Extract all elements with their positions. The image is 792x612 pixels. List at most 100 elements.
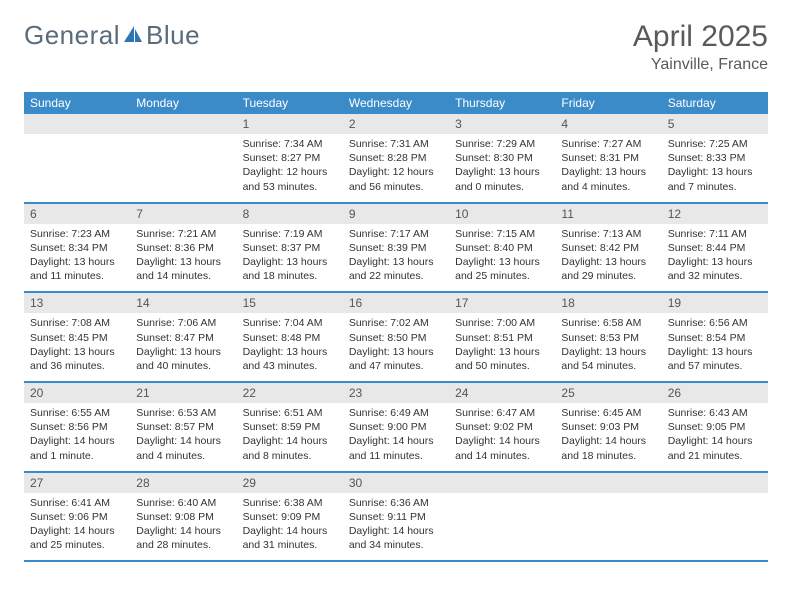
sunrise-text: Sunrise: 6:38 AM (243, 496, 337, 510)
day-body: Sunrise: 7:13 AMSunset: 8:42 PMDaylight:… (555, 224, 661, 292)
day-body: Sunrise: 6:55 AMSunset: 8:56 PMDaylight:… (24, 403, 130, 471)
sunrise-text: Sunrise: 6:43 AM (668, 406, 762, 420)
day-body: Sunrise: 7:23 AMSunset: 8:34 PMDaylight:… (24, 224, 130, 292)
sunrise-text: Sunrise: 7:19 AM (243, 227, 337, 241)
sunset-text: Sunset: 8:27 PM (243, 151, 337, 165)
day-cell: 26Sunrise: 6:43 AMSunset: 9:05 PMDayligh… (662, 382, 768, 472)
daylight-text: Daylight: 14 hours and 14 minutes. (455, 434, 549, 462)
sunset-text: Sunset: 8:50 PM (349, 331, 443, 345)
day-body: Sunrise: 7:31 AMSunset: 8:28 PMDaylight:… (343, 134, 449, 202)
day-body: Sunrise: 7:19 AMSunset: 8:37 PMDaylight:… (237, 224, 343, 292)
day-body: Sunrise: 7:02 AMSunset: 8:50 PMDaylight:… (343, 313, 449, 381)
sunrise-text: Sunrise: 7:29 AM (455, 137, 549, 151)
day-cell: 18Sunrise: 6:58 AMSunset: 8:53 PMDayligh… (555, 292, 661, 382)
day-number: 6 (24, 204, 130, 224)
sunrise-text: Sunrise: 7:11 AM (668, 227, 762, 241)
sunset-text: Sunset: 8:40 PM (455, 241, 549, 255)
sunrise-text: Sunrise: 7:27 AM (561, 137, 655, 151)
sunrise-text: Sunrise: 7:31 AM (349, 137, 443, 151)
day-body: Sunrise: 7:21 AMSunset: 8:36 PMDaylight:… (130, 224, 236, 292)
sunrise-text: Sunrise: 6:45 AM (561, 406, 655, 420)
day-number: 28 (130, 473, 236, 493)
daylight-text: Daylight: 14 hours and 11 minutes. (349, 434, 443, 462)
day-number: 13 (24, 293, 130, 313)
daylight-text: Daylight: 14 hours and 25 minutes. (30, 524, 124, 552)
day-number (555, 473, 661, 493)
day-cell (662, 472, 768, 562)
day-number (24, 114, 130, 134)
sunrise-text: Sunrise: 7:17 AM (349, 227, 443, 241)
day-body: Sunrise: 7:27 AMSunset: 8:31 PMDaylight:… (555, 134, 661, 202)
day-number: 23 (343, 383, 449, 403)
week-row: 6Sunrise: 7:23 AMSunset: 8:34 PMDaylight… (24, 203, 768, 293)
day-cell: 9 Sunrise: 7:17 AMSunset: 8:39 PMDaylight… (343, 203, 449, 293)
week-row: 27Sunrise: 6:41 AMSunset: 9:06 PMDayligh… (24, 472, 768, 562)
day-body: Sunrise: 7:04 AMSunset: 8:48 PMDaylight:… (237, 313, 343, 381)
day-cell: 27Sunrise: 6:41 AMSunset: 9:06 PMDayligh… (24, 472, 130, 562)
day-number: 25 (555, 383, 661, 403)
day-cell: 28Sunrise: 6:40 AMSunset: 9:08 PMDayligh… (130, 472, 236, 562)
day-body: Sunrise: 6:45 AMSunset: 9:03 PMDaylight:… (555, 403, 661, 471)
day-body: Sunrise: 6:53 AMSunset: 8:57 PMDaylight:… (130, 403, 236, 471)
sunset-text: Sunset: 8:31 PM (561, 151, 655, 165)
sunset-text: Sunset: 9:06 PM (30, 510, 124, 524)
sunrise-text: Sunrise: 7:25 AM (668, 137, 762, 151)
day-cell: 3Sunrise: 7:29 AMSunset: 8:30 PMDaylight… (449, 114, 555, 203)
sunrise-text: Sunrise: 7:00 AM (455, 316, 549, 330)
day-number: 8 (237, 204, 343, 224)
daylight-text: Daylight: 13 hours and 40 minutes. (136, 345, 230, 373)
daylight-text: Daylight: 14 hours and 1 minute. (30, 434, 124, 462)
daylight-text: Daylight: 13 hours and 36 minutes. (30, 345, 124, 373)
daylight-text: Daylight: 13 hours and 0 minutes. (455, 165, 549, 193)
day-number: 11 (555, 204, 661, 224)
day-body: Sunrise: 6:36 AMSunset: 9:11 PMDaylight:… (343, 493, 449, 561)
day-cell: 19Sunrise: 6:56 AMSunset: 8:54 PMDayligh… (662, 292, 768, 382)
day-number: 9 (343, 204, 449, 224)
daylight-text: Daylight: 13 hours and 22 minutes. (349, 255, 443, 283)
day-body: Sunrise: 7:08 AMSunset: 8:45 PMDaylight:… (24, 313, 130, 381)
daylight-text: Daylight: 14 hours and 31 minutes. (243, 524, 337, 552)
day-cell: 8Sunrise: 7:19 AMSunset: 8:37 PMDaylight… (237, 203, 343, 293)
day-cell: 1Sunrise: 7:34 AMSunset: 8:27 PMDaylight… (237, 114, 343, 203)
day-cell: 14Sunrise: 7:06 AMSunset: 8:47 PMDayligh… (130, 292, 236, 382)
sunrise-text: Sunrise: 6:36 AM (349, 496, 443, 510)
page-header: General Blue April 2025 Yainville, Franc… (24, 20, 768, 74)
day-cell: 21Sunrise: 6:53 AMSunset: 8:57 PMDayligh… (130, 382, 236, 472)
day-cell: 22Sunrise: 6:51 AMSunset: 8:59 PMDayligh… (237, 382, 343, 472)
day-cell (555, 472, 661, 562)
dayname-sat: Saturday (662, 92, 768, 114)
day-number: 24 (449, 383, 555, 403)
sunrise-text: Sunrise: 7:15 AM (455, 227, 549, 241)
day-body (130, 134, 236, 192)
day-body: Sunrise: 7:00 AMSunset: 8:51 PMDaylight:… (449, 313, 555, 381)
day-cell: 5Sunrise: 7:25 AMSunset: 8:33 PMDaylight… (662, 114, 768, 203)
sunset-text: Sunset: 8:39 PM (349, 241, 443, 255)
day-number (662, 473, 768, 493)
daylight-text: Daylight: 14 hours and 8 minutes. (243, 434, 337, 462)
day-number: 15 (237, 293, 343, 313)
day-header-row: Sunday Monday Tuesday Wednesday Thursday… (24, 92, 768, 114)
sail-icon (122, 20, 144, 51)
day-cell: 17Sunrise: 7:00 AMSunset: 8:51 PMDayligh… (449, 292, 555, 382)
day-cell: 12Sunrise: 7:11 AMSunset: 8:44 PMDayligh… (662, 203, 768, 293)
day-number: 21 (130, 383, 236, 403)
day-body: Sunrise: 6:41 AMSunset: 9:06 PMDaylight:… (24, 493, 130, 561)
day-number: 22 (237, 383, 343, 403)
daylight-text: Daylight: 13 hours and 7 minutes. (668, 165, 762, 193)
day-body: Sunrise: 7:06 AMSunset: 8:47 PMDaylight:… (130, 313, 236, 381)
daylight-text: Daylight: 13 hours and 29 minutes. (561, 255, 655, 283)
dayname-tue: Tuesday (237, 92, 343, 114)
dayname-wed: Wednesday (343, 92, 449, 114)
day-body: Sunrise: 6:49 AMSunset: 9:00 PMDaylight:… (343, 403, 449, 471)
day-cell (130, 114, 236, 203)
day-body: Sunrise: 6:43 AMSunset: 9:05 PMDaylight:… (662, 403, 768, 471)
day-cell: 15Sunrise: 7:04 AMSunset: 8:48 PMDayligh… (237, 292, 343, 382)
day-body (555, 493, 661, 551)
daylight-text: Daylight: 13 hours and 32 minutes. (668, 255, 762, 283)
day-number (130, 114, 236, 134)
daylight-text: Daylight: 13 hours and 14 minutes. (136, 255, 230, 283)
day-number: 16 (343, 293, 449, 313)
day-number: 4 (555, 114, 661, 134)
daylight-text: Daylight: 13 hours and 43 minutes. (243, 345, 337, 373)
daylight-text: Daylight: 13 hours and 25 minutes. (455, 255, 549, 283)
